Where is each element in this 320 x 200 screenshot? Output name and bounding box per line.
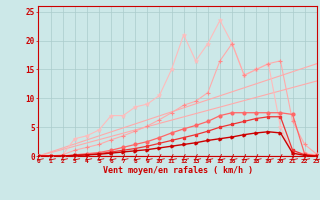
X-axis label: Vent moyen/en rafales ( km/h ): Vent moyen/en rafales ( km/h ) — [103, 166, 252, 175]
